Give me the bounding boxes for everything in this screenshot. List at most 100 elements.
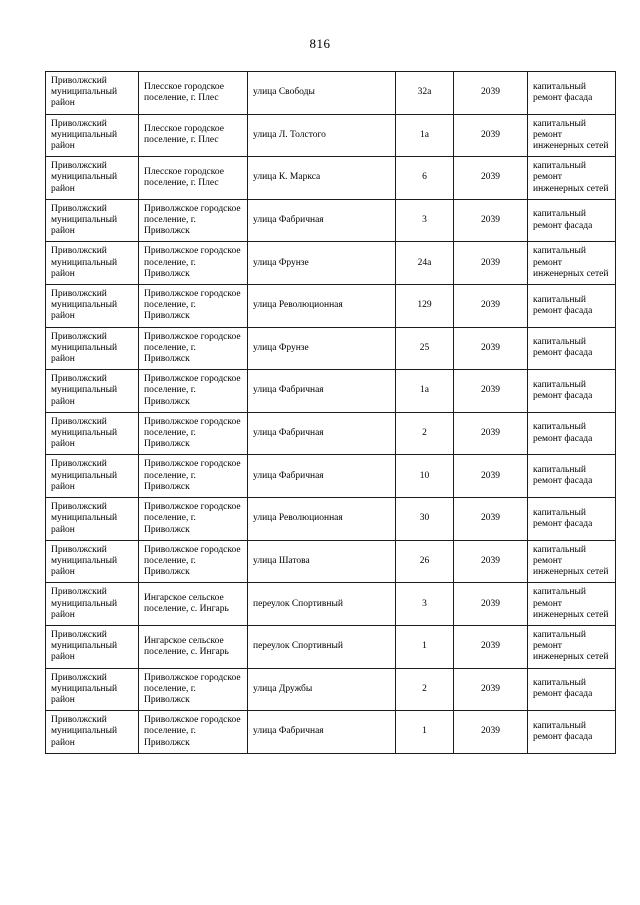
cell-work-type: капитальный ремонт фасада (527, 497, 616, 541)
repair-table-body: Приволжский муниципальный район Плесское… (45, 71, 616, 754)
table-row: Приволжский муниципальный район Плесское… (45, 113, 616, 158)
cell-street: улица Фабричная (247, 411, 396, 456)
table-row: Приволжский муниципальный район Приволжс… (45, 497, 616, 541)
cell-settlement: Приволжское городское поселение, г. Прив… (138, 326, 248, 371)
cell-work-type: капитальный ремонт фасада (527, 710, 616, 754)
cell-settlement: Приволжское городское поселение, г. Прив… (138, 411, 248, 456)
cell-work-type: капитальный ремонт инженерных сетей (527, 539, 616, 584)
cell-work-type: капитальный ремонт инженерных сетей (527, 624, 616, 669)
page-number: 816 (309, 36, 331, 51)
table-row: Приволжский муниципальный район Приволжс… (45, 284, 616, 328)
repair-program-table: Приволжский муниципальный район Плесское… (45, 71, 616, 754)
cell-year: 2039 (453, 497, 528, 541)
cell-district: Приволжский муниципальный район (45, 454, 139, 499)
cell-work-type: капитальный ремонт инженерных сетей (527, 582, 616, 626)
cell-house-number: 3 (395, 198, 454, 243)
cell-year: 2039 (453, 539, 528, 584)
cell-street: улица Фрунзе (247, 241, 396, 286)
cell-settlement: Плесское городское поселение, г. Плес (138, 71, 248, 115)
cell-house-number: 24а (395, 241, 454, 286)
cell-street: улица Свободы (247, 71, 396, 115)
cell-district: Приволжский муниципальный район (45, 411, 139, 456)
table-row: Приволжский муниципальный район Приволжс… (45, 667, 616, 712)
cell-district: Приволжский муниципальный район (45, 198, 139, 243)
cell-settlement: Приволжское городское поселение, г. Прив… (138, 241, 248, 286)
cell-district: Приволжский муниципальный район (45, 497, 139, 541)
cell-year: 2039 (453, 454, 528, 499)
table-row: Приволжский муниципальный район Приволжс… (45, 326, 616, 371)
cell-district: Приволжский муниципальный район (45, 539, 139, 584)
table-row: Приволжский муниципальный район Приволжс… (45, 454, 616, 499)
cell-year: 2039 (453, 241, 528, 286)
cell-settlement: Приволжское городское поселение, г. Прив… (138, 539, 248, 584)
table-row: Приволжский муниципальный район Плесское… (45, 71, 616, 115)
cell-settlement: Приволжское городское поселение, г. Прив… (138, 667, 248, 712)
cell-year: 2039 (453, 156, 528, 200)
cell-street: улица К. Маркса (247, 156, 396, 200)
cell-district: Приволжский муниципальный район (45, 241, 139, 286)
table-row: Приволжский муниципальный район Приволжс… (45, 539, 616, 584)
cell-work-type: капитальный ремонт фасада (527, 284, 616, 328)
cell-district: Приволжский муниципальный район (45, 71, 139, 115)
cell-settlement: Плесское городское поселение, г. Плес (138, 113, 248, 158)
cell-year: 2039 (453, 667, 528, 712)
cell-settlement: Плесское городское поселение, г. Плес (138, 156, 248, 200)
table-row: Приволжский муниципальный район Ингарско… (45, 624, 616, 669)
table-row: Приволжский муниципальный район Приволжс… (45, 411, 616, 456)
cell-settlement: Приволжское городское поселение, г. Прив… (138, 497, 248, 541)
cell-street: улица Фрунзе (247, 326, 396, 371)
cell-street: улица Шатова (247, 539, 396, 584)
cell-year: 2039 (453, 284, 528, 328)
cell-street: улица Фабричная (247, 369, 396, 413)
cell-house-number: 6 (395, 156, 454, 200)
cell-house-number: 129 (395, 284, 454, 328)
cell-year: 2039 (453, 411, 528, 456)
cell-year: 2039 (453, 710, 528, 754)
table-row: Приволжский муниципальный район Плесское… (45, 156, 616, 200)
cell-work-type: капитальный ремонт фасада (527, 369, 616, 413)
cell-house-number: 30 (395, 497, 454, 541)
cell-settlement: Приволжское городское поселение, г. Прив… (138, 454, 248, 499)
cell-house-number: 10 (395, 454, 454, 499)
table-row: Приволжский муниципальный район Приволжс… (45, 369, 616, 413)
cell-street: переулок Спортивный (247, 624, 396, 669)
cell-work-type: капитальный ремонт фасада (527, 667, 616, 712)
cell-street: улица Фабричная (247, 710, 396, 754)
cell-work-type: капитальный ремонт фасада (527, 71, 616, 115)
cell-district: Приволжский муниципальный район (45, 284, 139, 328)
cell-work-type: капитальный ремонт фасада (527, 411, 616, 456)
cell-settlement: Приволжское городское поселение, г. Прив… (138, 284, 248, 328)
cell-year: 2039 (453, 198, 528, 243)
cell-work-type: капитальный ремонт инженерных сетей (527, 241, 616, 286)
cell-house-number: 26 (395, 539, 454, 584)
cell-house-number: 1а (395, 113, 454, 158)
cell-district: Приволжский муниципальный район (45, 156, 139, 200)
cell-work-type: капитальный ремонт фасада (527, 326, 616, 371)
cell-work-type: капитальный ремонт инженерных сетей (527, 156, 616, 200)
cell-year: 2039 (453, 113, 528, 158)
cell-street: переулок Спортивный (247, 582, 396, 626)
cell-house-number: 1 (395, 710, 454, 754)
table-row: Приволжский муниципальный район Приволжс… (45, 241, 616, 286)
cell-district: Приволжский муниципальный район (45, 710, 139, 754)
cell-district: Приволжский муниципальный район (45, 113, 139, 158)
cell-year: 2039 (453, 582, 528, 626)
cell-street: улица Л. Толстого (247, 113, 396, 158)
cell-work-type: капитальный ремонт инженерных сетей (527, 113, 616, 158)
cell-settlement: Приволжское городское поселение, г. Прив… (138, 369, 248, 413)
table-row: Приволжский муниципальный район Приволжс… (45, 198, 616, 243)
cell-district: Приволжский муниципальный район (45, 326, 139, 371)
cell-district: Приволжский муниципальный район (45, 624, 139, 669)
table-row: Приволжский муниципальный район Ингарско… (45, 582, 616, 626)
cell-house-number: 1а (395, 369, 454, 413)
cell-house-number: 3 (395, 582, 454, 626)
cell-settlement: Приволжское городское поселение, г. Прив… (138, 710, 248, 754)
table-row: Приволжский муниципальный район Приволжс… (45, 710, 616, 754)
cell-settlement: Ингарское сельское поселение, с. Ингарь (138, 624, 248, 669)
cell-settlement: Ингарское сельское поселение, с. Ингарь (138, 582, 248, 626)
cell-house-number: 2 (395, 667, 454, 712)
cell-work-type: капитальный ремонт фасада (527, 198, 616, 243)
cell-settlement: Приволжское городское поселение, г. Прив… (138, 198, 248, 243)
cell-street: улица Революционная (247, 497, 396, 541)
cell-year: 2039 (453, 71, 528, 115)
